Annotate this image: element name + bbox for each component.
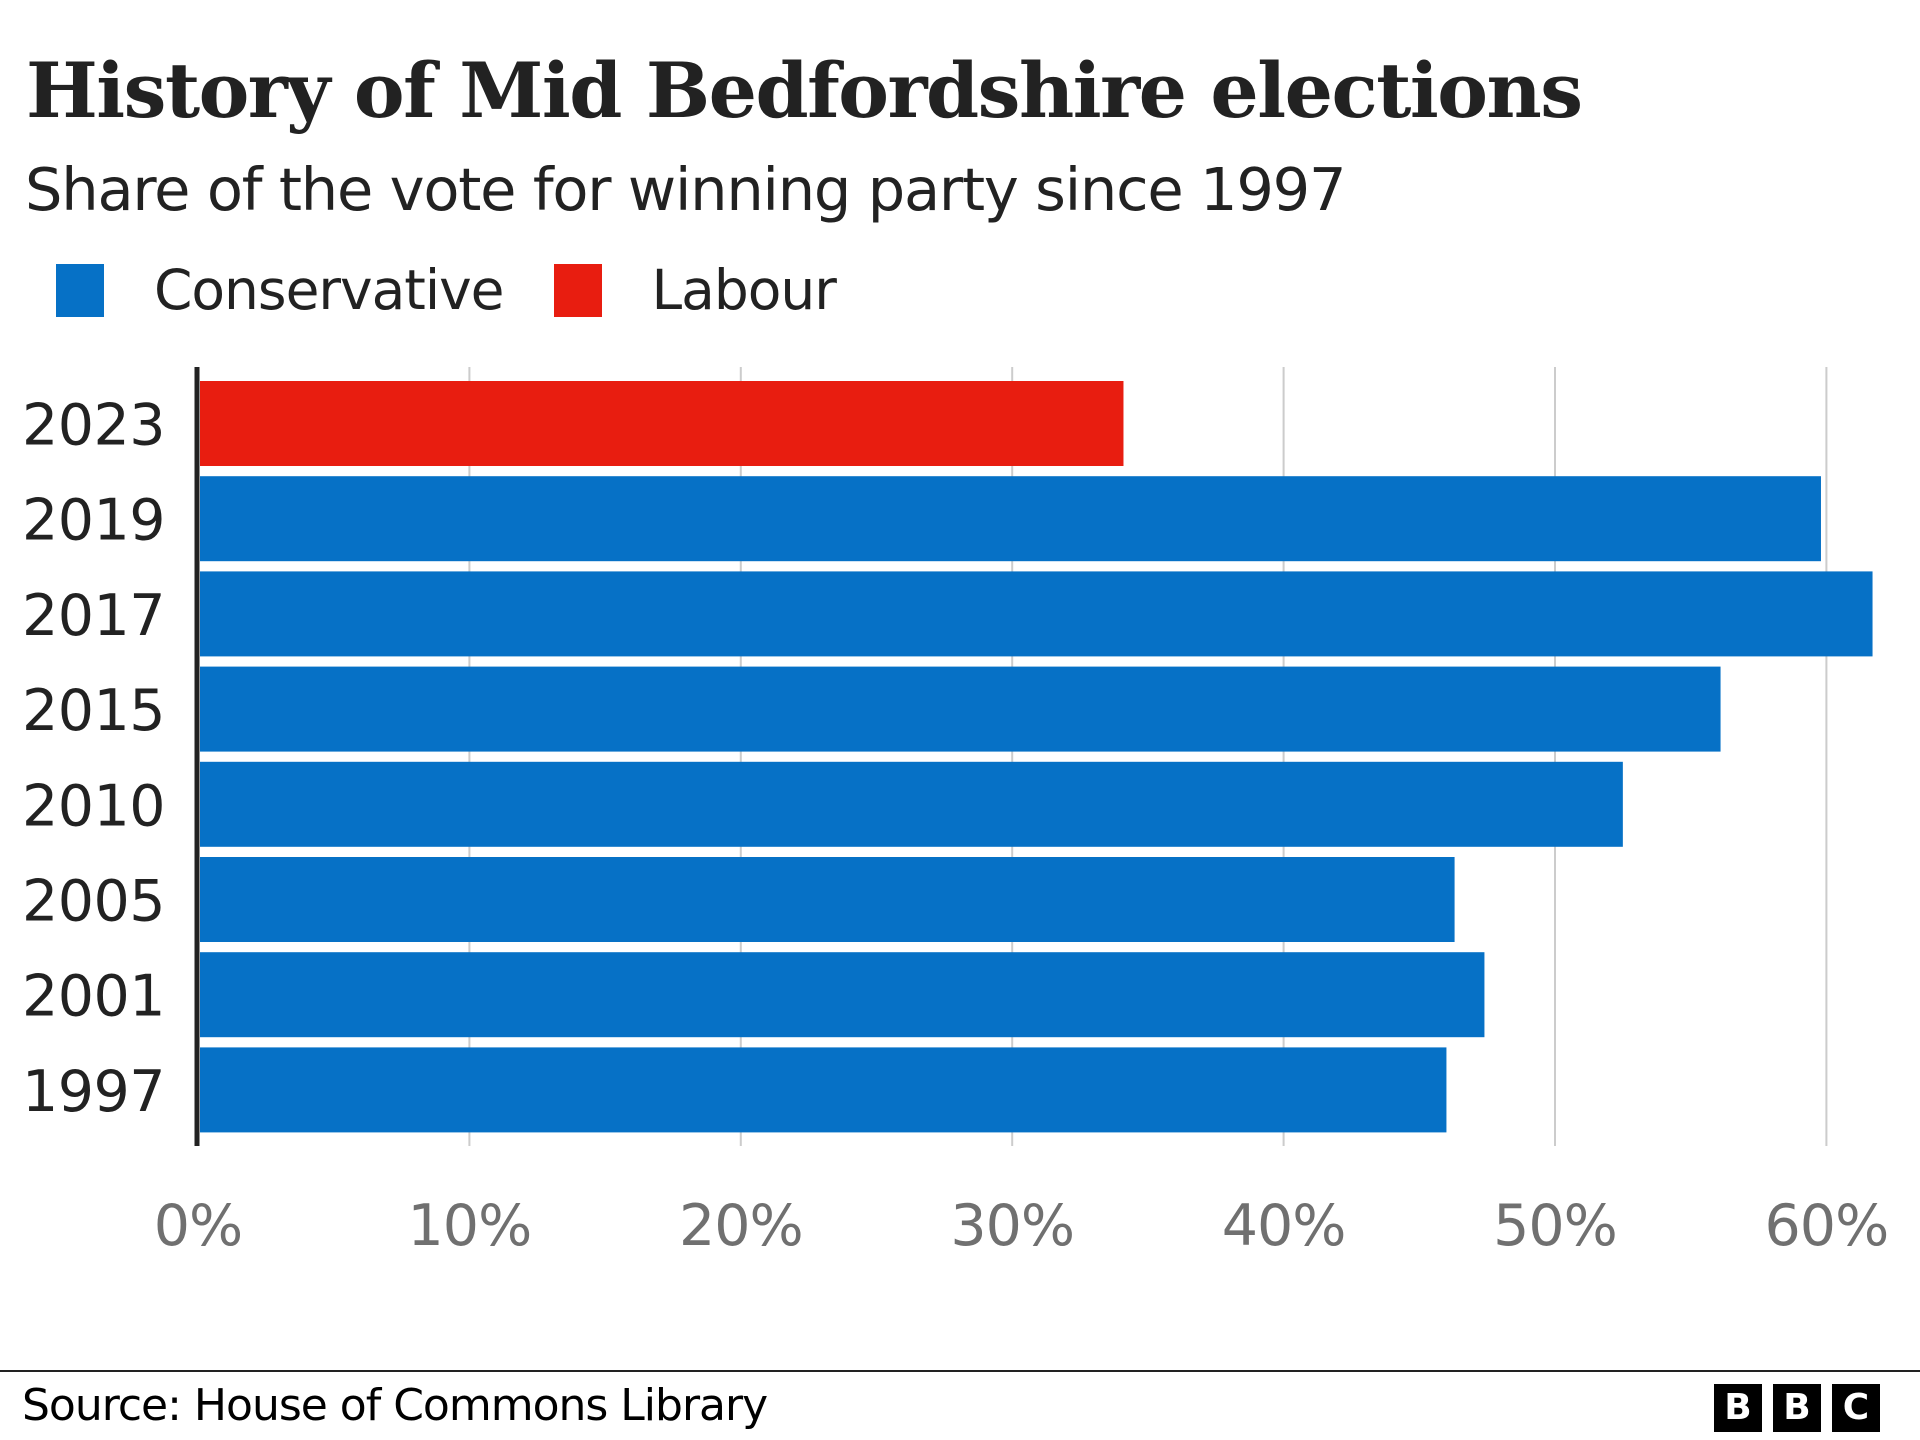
x-tick-label: 0% xyxy=(154,1193,242,1259)
chart-title: History of Mid Bedfordshire elections xyxy=(26,46,1583,135)
bar-2005 xyxy=(200,857,1455,942)
year-label: 2001 xyxy=(22,964,165,1030)
x-tick-labels: 0% 10% 20% 30% 40% 50% 60% xyxy=(154,1193,1889,1259)
x-tick-label: 10% xyxy=(408,1193,532,1259)
x-tick-label: 20% xyxy=(679,1193,803,1259)
bar-2023 xyxy=(200,381,1124,466)
year-label: 2010 xyxy=(22,773,165,839)
year-label: 2017 xyxy=(22,583,165,649)
bar-2019 xyxy=(200,476,1821,562)
footer-divider xyxy=(0,1370,1920,1372)
bars xyxy=(200,381,1873,1133)
bbc-logo: B B C xyxy=(1714,1384,1880,1432)
bbc-logo-letter: C xyxy=(1832,1384,1880,1432)
source-note: Source: House of Commons Library xyxy=(22,1380,768,1431)
bar-2010 xyxy=(200,761,1623,847)
bar-1997 xyxy=(200,1047,1447,1133)
x-tick-label: 30% xyxy=(950,1193,1074,1259)
chart-subtitle: Share of the vote for winning party sinc… xyxy=(25,155,1347,224)
year-label: 2023 xyxy=(22,393,165,459)
x-tick-label: 50% xyxy=(1493,1193,1617,1259)
x-tick-label: 60% xyxy=(1765,1193,1889,1259)
legend: Conservative Labour xyxy=(56,256,886,324)
bar-2001 xyxy=(200,952,1485,1038)
legend-swatch-labour xyxy=(553,263,602,317)
year-label: 2005 xyxy=(22,869,165,935)
x-tick-label: 40% xyxy=(1222,1193,1346,1259)
legend-label-labour: Labour xyxy=(651,258,837,322)
bbc-logo-letter: B xyxy=(1714,1384,1762,1432)
legend-label-conservative: Conservative xyxy=(154,258,505,322)
year-label: 1997 xyxy=(22,1059,165,1125)
year-label: 2019 xyxy=(22,488,165,554)
bar-2017 xyxy=(200,571,1873,657)
legend-item-conservative: Conservative xyxy=(56,256,505,324)
bbc-logo-letter: B xyxy=(1773,1384,1821,1432)
year-labels: 2023 2019 2017 2015 2010 2005 2001 1997 xyxy=(22,393,166,1125)
year-label: 2015 xyxy=(22,678,165,744)
legend-item-labour: Labour xyxy=(553,256,837,324)
bar-2015 xyxy=(200,666,1721,752)
bar-chart: 2023 2019 2017 2015 2010 2005 2001 1997 0% 10% 20… xyxy=(22,367,1889,1259)
legend-swatch-conservative xyxy=(56,263,104,317)
